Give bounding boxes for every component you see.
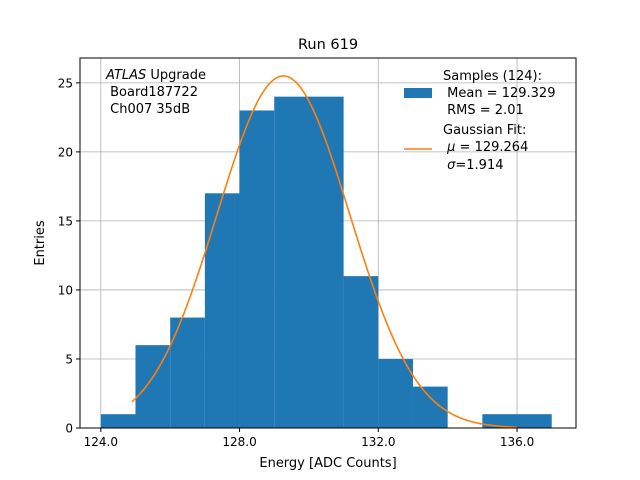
x-tick-label: 124.0: [84, 435, 118, 449]
histogram-bars: [100, 96, 552, 429]
annotation-channel: Ch007 35dB: [106, 102, 190, 117]
histogram-bar: [378, 358, 413, 428]
atlas-annotation: ATLAS Upgrade Board187722 Ch007 35dB: [105, 68, 206, 117]
annotation-board: Board187722: [106, 85, 198, 100]
legend-mu-symbol: μ: [446, 140, 455, 155]
annotation-upgrade: Upgrade: [146, 68, 206, 83]
legend-histogram-title: Samples (124):: [443, 69, 542, 84]
histogram-bar: [170, 317, 205, 428]
y-axis-ticks: 0 5 10 15 20 25: [58, 76, 80, 436]
annotation-line-1: ATLAS Upgrade: [105, 68, 206, 83]
histogram-bar: [204, 193, 240, 428]
legend: Samples (124): Mean = 129.329 RMS = 2.01…: [404, 69, 555, 173]
y-tick-label: 15: [58, 214, 73, 228]
legend-sigma-symbol: σ: [447, 158, 456, 173]
x-axis-ticks: 124.0 128.0 132.0 136.0: [84, 428, 534, 449]
y-tick-label: 25: [58, 76, 73, 90]
legend-histogram-rms: RMS = 2.01: [443, 103, 524, 118]
y-axis-label: Entries: [33, 220, 48, 266]
gaussian-fit: [131, 75, 518, 429]
legend-histogram-swatch: [404, 88, 432, 98]
histogram-bar: [343, 276, 379, 428]
y-tick-label: 5: [65, 352, 73, 366]
histogram-bar: [274, 96, 344, 429]
y-tick-label: 10: [58, 283, 73, 297]
annotation-atlas: ATLAS: [105, 68, 146, 83]
x-tick-label: 136.0: [500, 435, 534, 449]
legend-fit-title: Gaussian Fit:: [443, 123, 526, 138]
legend-mu-value: = 129.264: [455, 140, 528, 155]
legend-fit-mu: μ = 129.264: [443, 140, 528, 155]
x-tick-label: 132.0: [361, 435, 395, 449]
legend-sigma-value: =1.914: [455, 158, 503, 173]
gaussian-fit-curve: [131, 75, 518, 429]
histogram-bar: [482, 414, 552, 428]
histogram-bar: [100, 414, 136, 428]
plot-frame: [79, 57, 577, 429]
histogram-bar: [239, 110, 275, 429]
legend-fit-sigma: σ=1.914: [443, 158, 504, 173]
x-tick-label: 128.0: [222, 435, 256, 449]
y-tick-label: 20: [58, 145, 73, 159]
legend-histogram-mean: Mean = 129.329: [443, 86, 555, 101]
chart-title: Run 619: [298, 37, 358, 53]
y-tick-label: 0: [65, 422, 73, 436]
x-axis-label: Energy [ADC Counts]: [259, 456, 396, 471]
